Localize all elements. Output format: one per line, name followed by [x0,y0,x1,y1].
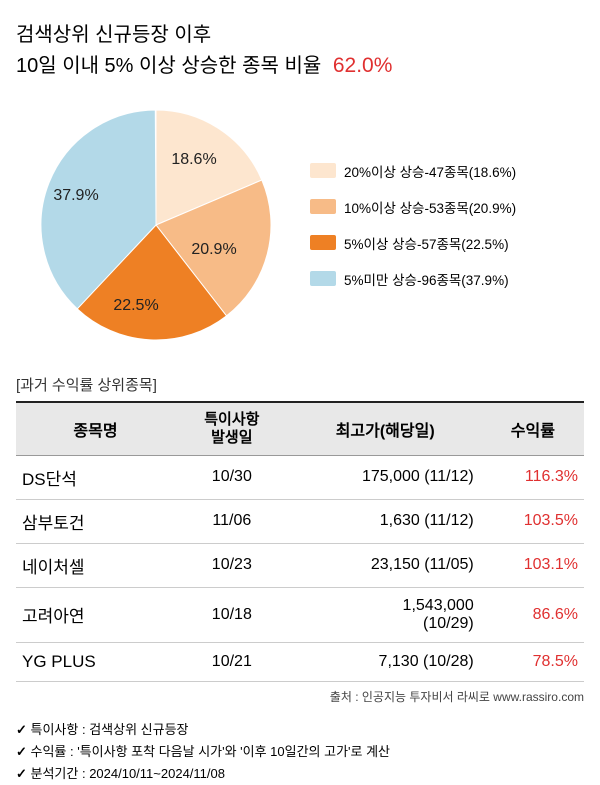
cell-return: 116.3% [482,455,584,499]
table-body: DS단석10/30175,000 (11/12)116.3%삼부토건11/061… [16,455,584,681]
cell-return: 103.1% [482,543,584,587]
cell-return: 86.6% [482,587,584,642]
table-row: 고려아연10/181,543,000(10/29)86.6% [16,587,584,642]
table-header-cell: 수익률 [482,402,584,456]
title-highlight: 62.0% [333,54,393,77]
cell-price: 175,000 (11/12) [289,455,482,499]
cell-date: 10/21 [175,642,289,681]
pie-slice-label: 37.9% [53,187,98,205]
title-line1: 검색상위 신규등장 이후 [16,20,584,50]
pie-slice-label: 22.5% [113,297,158,315]
table-row: 네이처셀10/2323,150 (11/05)103.1% [16,543,584,587]
legend-item: 20%이상 상승-47종목(18.6%) [310,161,584,181]
table-header-cell: 특이사항발생일 [175,402,289,456]
cell-name: 삼부토건 [16,499,175,543]
pie-slice-label: 20.9% [191,241,236,259]
legend-text: 20%이상 상승-47종목(18.6%) [344,161,516,181]
table-header-cell: 종목명 [16,402,175,456]
cell-name: YG PLUS [16,642,175,681]
legend-swatch [310,199,336,214]
footnote-item: 수익률 : '특이사항 포착 다음날 시가'와 '이후 10일간의 고가'로 계… [16,741,584,763]
legend-swatch [310,271,336,286]
legend-text: 5%미만 상승-96종목(37.9%) [344,269,509,289]
cell-name: 네이처셀 [16,543,175,587]
footnote-item: 분석기간 : 2024/10/11~2024/11/08 [16,763,584,785]
legend-item: 10%이상 상승-53종목(20.9%) [310,197,584,217]
title-line2-wrap: 10일 이내 5% 이상 상승한 종목 비율 62.0% [16,50,584,82]
legend-text: 10%이상 상승-53종목(20.9%) [344,197,516,217]
legend-item: 5%이상 상승-57종목(22.5%) [310,233,584,253]
legend-swatch [310,163,336,178]
pie-chart: 18.6% 20.9% 22.5% 37.9% [16,100,296,350]
legend-text: 5%이상 상승-57종목(22.5%) [344,233,509,253]
chart-row: 18.6% 20.9% 22.5% 37.9% 20%이상 상승-47종목(18.6%… [16,100,584,350]
legend-swatch [310,235,336,250]
table-section-label: [과거 수익률 상위종목] [16,374,584,395]
cell-date: 10/30 [175,455,289,499]
cell-price: 1,630 (11/12) [289,499,482,543]
cell-return: 78.5% [482,642,584,681]
returns-table: 종목명특이사항발생일최고가(해당일)수익률 DS단석10/30175,000 (… [16,401,584,682]
title-line2: 10일 이내 5% 이상 상승한 종목 비율 [16,55,321,77]
source-text: 출처 : 인공지능 투자비서 라씨로 www.rassiro.com [16,688,584,705]
cell-name: DS단석 [16,455,175,499]
table-row: DS단석10/30175,000 (11/12)116.3% [16,455,584,499]
legend: 20%이상 상승-47종목(18.6%) 10%이상 상승-53종목(20.9%)… [310,161,584,289]
cell-return: 103.5% [482,499,584,543]
cell-price: 7,130 (10/28) [289,642,482,681]
cell-price: 23,150 (11/05) [289,543,482,587]
cell-date: 10/18 [175,587,289,642]
cell-date: 11/06 [175,499,289,543]
cell-name: 고려아연 [16,587,175,642]
footnote-item: 특이사항 : 검색상위 신규등장 [16,719,584,741]
table-header-cell: 최고가(해당일) [289,402,482,456]
table-row: YG PLUS10/217,130 (10/28)78.5% [16,642,584,681]
table-header-row: 종목명특이사항발생일최고가(해당일)수익률 [16,402,584,456]
footnotes: 특이사항 : 검색상위 신규등장수익률 : '특이사항 포착 다음날 시가'와 … [16,719,584,785]
legend-item: 5%미만 상승-96종목(37.9%) [310,269,584,289]
pie-slice-label: 18.6% [171,151,216,169]
cell-date: 10/23 [175,543,289,587]
cell-price: 1,543,000(10/29) [289,587,482,642]
table-row: 삼부토건11/061,630 (11/12)103.5% [16,499,584,543]
